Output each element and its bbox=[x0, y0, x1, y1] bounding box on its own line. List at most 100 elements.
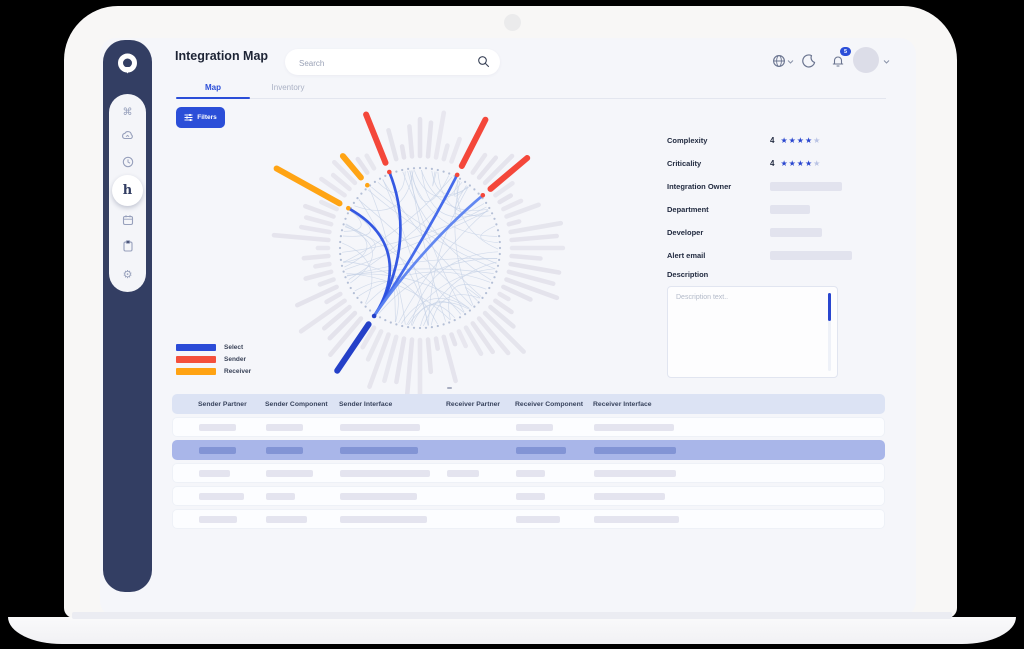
integration-table: Sender Partner Sender Component Sender Int… bbox=[172, 394, 885, 532]
column-header: Receiver Component bbox=[515, 400, 583, 408]
legend-label: Select bbox=[224, 343, 244, 351]
cell-placeholder bbox=[199, 469, 230, 477]
cell-placeholder bbox=[266, 515, 307, 523]
legend-swatch bbox=[176, 367, 216, 375]
search-input[interactable] bbox=[297, 49, 471, 77]
chart-scroll-indicator[interactable] bbox=[447, 387, 452, 389]
dark-mode-moon-icon[interactable] bbox=[800, 52, 818, 70]
integration-map-icon: h bbox=[122, 183, 133, 198]
cell-placeholder bbox=[340, 515, 427, 523]
details-field-row: Department bbox=[667, 198, 886, 221]
cell-placeholder bbox=[516, 492, 545, 500]
table-row[interactable] bbox=[172, 463, 885, 483]
tab-map[interactable]: Map bbox=[205, 83, 221, 92]
search-bar bbox=[285, 49, 500, 77]
table-header-row: Sender Partner Sender Component Sender Int… bbox=[172, 394, 885, 414]
sidebar: ⌘ h ⚙ bbox=[103, 40, 152, 592]
sidebar-item-command[interactable]: ⌘ bbox=[109, 102, 146, 122]
field-value-placeholder bbox=[770, 205, 810, 214]
field-label: Criticality bbox=[667, 159, 702, 168]
webcam-dot bbox=[504, 14, 521, 31]
language-chevron-down-icon[interactable] bbox=[787, 58, 794, 65]
sidebar-item-cloud-sync[interactable] bbox=[109, 127, 146, 147]
sidebar-item-settings-gear[interactable]: ⚙ bbox=[109, 264, 146, 284]
details-rows: Complexity 4 ★★★★★ Criticality 4 ★★★★★ Integra… bbox=[667, 129, 886, 267]
column-header: Receiver Interface bbox=[593, 400, 652, 408]
column-header: Sender Interface bbox=[339, 400, 393, 408]
cell-placeholder bbox=[199, 492, 244, 500]
sidebar-item-history-clock[interactable] bbox=[109, 153, 146, 173]
app-window: ⌘ h ⚙ Integration Map bbox=[100, 38, 916, 617]
language-globe-icon[interactable] bbox=[770, 52, 788, 70]
details-field-row: Criticality 4 ★★★★★ bbox=[667, 152, 886, 175]
cloud-sync-icon bbox=[121, 130, 134, 144]
rating-stars[interactable]: ★★★★★ bbox=[780, 158, 822, 168]
legend-item: Sender bbox=[176, 353, 251, 365]
cell-placeholder bbox=[199, 423, 236, 431]
search-icon[interactable] bbox=[477, 55, 490, 68]
field-value-placeholder bbox=[770, 228, 822, 237]
field-value-placeholder bbox=[770, 251, 852, 260]
cell-placeholder bbox=[594, 515, 679, 523]
notifications-bell-icon[interactable] bbox=[829, 52, 847, 70]
cell-placeholder bbox=[340, 446, 418, 454]
cell-placeholder bbox=[340, 492, 417, 500]
column-header: Sender Partner bbox=[198, 400, 247, 408]
table-row[interactable] bbox=[172, 486, 885, 506]
description-scrollbar-thumb[interactable] bbox=[828, 293, 831, 321]
description-textarea[interactable] bbox=[674, 292, 818, 372]
cell-placeholder bbox=[266, 469, 313, 477]
tab-inventory[interactable]: Inventory bbox=[271, 83, 305, 92]
table-row-selected[interactable] bbox=[172, 440, 885, 460]
chart-legend: Select Sender Receiver bbox=[176, 341, 251, 377]
history-clock-icon bbox=[122, 156, 134, 171]
cell-placeholder bbox=[594, 492, 665, 500]
details-field-row: Developer bbox=[667, 221, 886, 244]
cell-placeholder bbox=[266, 423, 303, 431]
avatar[interactable] bbox=[853, 47, 879, 73]
description-label: Description bbox=[667, 270, 709, 279]
cell-placeholder bbox=[516, 515, 560, 523]
field-label: Integration Owner bbox=[667, 182, 732, 191]
sidebar-item-integration-map[interactable]: h bbox=[112, 175, 143, 206]
tabs-divider bbox=[176, 98, 886, 99]
table-row[interactable] bbox=[172, 417, 885, 437]
laptop-lid: ⌘ h ⚙ Integration Map bbox=[64, 6, 957, 618]
table-row[interactable] bbox=[172, 509, 885, 529]
column-header: Sender Component bbox=[265, 400, 328, 408]
sidebar-nav: ⌘ h ⚙ bbox=[109, 94, 146, 292]
filters-button[interactable]: Filters bbox=[176, 107, 225, 128]
description-scrollbar-track[interactable] bbox=[828, 293, 831, 371]
cell-placeholder bbox=[199, 515, 237, 523]
settings-gear-icon: ⚙ bbox=[122, 267, 133, 281]
cell-placeholder bbox=[516, 423, 553, 431]
rating-value: 4 bbox=[770, 159, 775, 168]
cell-placeholder bbox=[516, 446, 566, 454]
details-field-row: Integration Owner bbox=[667, 175, 886, 198]
sidebar-item-clipboard[interactable] bbox=[109, 237, 146, 257]
rating-stars[interactable]: ★★★★★ bbox=[780, 135, 822, 145]
laptop-base bbox=[8, 617, 1016, 644]
app-logo[interactable] bbox=[115, 52, 140, 78]
calendar-icon bbox=[122, 214, 134, 229]
cell-placeholder bbox=[594, 469, 676, 477]
cell-placeholder bbox=[199, 446, 236, 454]
legend-swatch bbox=[176, 355, 216, 363]
details-field-row: Alert email bbox=[667, 244, 886, 267]
cell-placeholder bbox=[340, 469, 430, 477]
cell-placeholder bbox=[594, 446, 676, 454]
field-label: Alert email bbox=[667, 251, 706, 260]
legend-item: Select bbox=[176, 341, 251, 353]
field-value-placeholder bbox=[770, 182, 842, 191]
profile-chevron-down-icon[interactable] bbox=[883, 58, 890, 65]
filters-button-label: Filters bbox=[197, 114, 217, 121]
sidebar-item-calendar[interactable] bbox=[109, 211, 146, 231]
details-field-row: Complexity 4 ★★★★★ bbox=[667, 129, 886, 152]
filter-sliders-icon bbox=[184, 113, 193, 122]
integration-map-chart[interactable] bbox=[176, 104, 651, 394]
table-body bbox=[172, 417, 885, 529]
notification-badge: 5 bbox=[840, 47, 851, 56]
laptop-hinge bbox=[72, 612, 952, 619]
page-title: Integration Map bbox=[175, 49, 269, 63]
